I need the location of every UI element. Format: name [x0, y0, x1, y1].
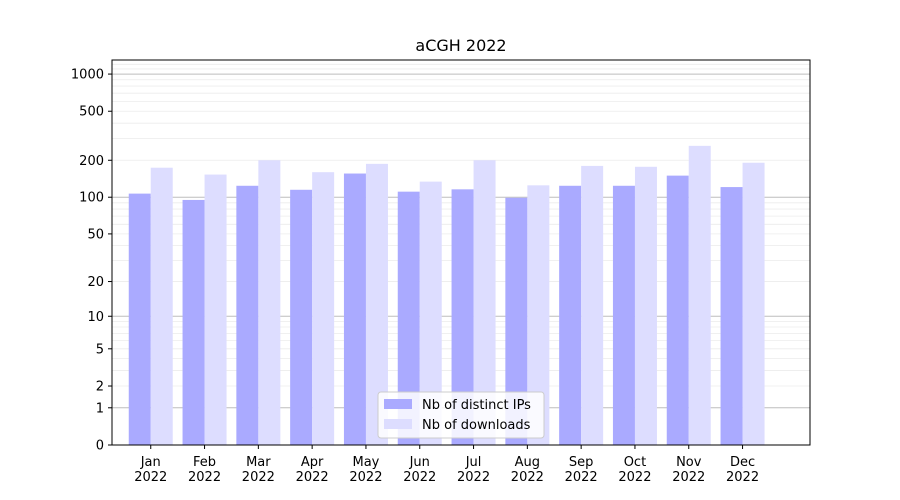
legend-swatch	[384, 419, 412, 429]
bar-distinct-ips-mar	[236, 185, 259, 445]
bar-downloads-oct	[634, 166, 657, 446]
legend-label: Nb of downloads	[422, 418, 531, 433]
y-tick-label: 50	[87, 227, 104, 242]
y-tick-label: 500	[79, 105, 104, 120]
bar-downloads-jul	[473, 160, 496, 445]
bar-downloads-dec	[742, 162, 765, 445]
bar-downloads-sep	[581, 165, 604, 446]
bar-distinct-ips-dec	[720, 187, 743, 446]
bar-distinct-ips-oct	[612, 185, 635, 445]
y-tick-label: 1	[96, 401, 104, 416]
bar-distinct-ips-sep	[559, 185, 582, 445]
x-tick-label: Mar 2022	[242, 455, 275, 485]
x-tick-label: Sep 2022	[565, 455, 598, 485]
y-tick-label: 2	[96, 380, 104, 395]
plot-frame	[111, 59, 811, 446]
bar-downloads-jan	[150, 167, 173, 445]
bar-distinct-ips-jul	[451, 189, 474, 445]
bars	[128, 145, 765, 446]
bar-downloads-apr	[312, 172, 335, 446]
x-tick-label: Feb 2022	[188, 455, 221, 485]
y-tick-label: 5	[96, 342, 104, 357]
bar-distinct-ips-may	[343, 173, 366, 445]
bar-downloads-may	[365, 163, 388, 446]
bar-distinct-ips-nov	[666, 175, 689, 446]
x-tick-label: Oct 2022	[618, 455, 651, 485]
y-tick-label: 10	[87, 310, 104, 325]
legend-label: Nb of distinct IPs	[422, 398, 531, 413]
bar-distinct-ips-jan	[128, 193, 151, 445]
bar-distinct-ips-aug	[505, 197, 528, 445]
axes: 0 1 2 5 10 20 50 100 200 500 1000 Jan 2022 Feb 2022 Mar…	[71, 59, 811, 485]
bar-downloads-jun	[419, 181, 442, 445]
x-tick-label: Apr 2022	[296, 455, 329, 485]
chart-title: aCGH 2022	[415, 36, 506, 55]
bar-downloads-feb	[204, 174, 227, 446]
legend: Nb of distinct IPs Nb of downloads	[377, 391, 545, 439]
bar-distinct-ips-feb	[182, 199, 205, 445]
x-tick-label: Aug 2022	[511, 455, 544, 485]
bar-distinct-ips-jun	[397, 191, 420, 445]
bar-downloads-mar	[258, 160, 281, 445]
y-tick-label: 20	[87, 275, 104, 290]
x-tick-label: Jul 2022	[457, 455, 490, 485]
y-tick-label: 200	[79, 154, 104, 169]
y-tick-label: 0	[96, 439, 104, 454]
legend-swatch	[384, 399, 412, 409]
x-tick-label: May 2022	[349, 455, 382, 485]
y-tick-label: 1000	[71, 68, 104, 83]
bar-downloads-nov	[688, 145, 711, 445]
x-tick-label: Nov 2022	[672, 455, 705, 485]
x-tick-label: Dec 2022	[726, 455, 759, 485]
x-tick-label: Jan 2022	[134, 455, 167, 485]
x-tick-label: Jun 2022	[403, 455, 436, 485]
bar-distinct-ips-apr	[290, 189, 313, 445]
y-tick-label: 100	[79, 191, 104, 206]
legend-box	[377, 391, 545, 439]
bar-downloads-aug	[527, 185, 550, 446]
